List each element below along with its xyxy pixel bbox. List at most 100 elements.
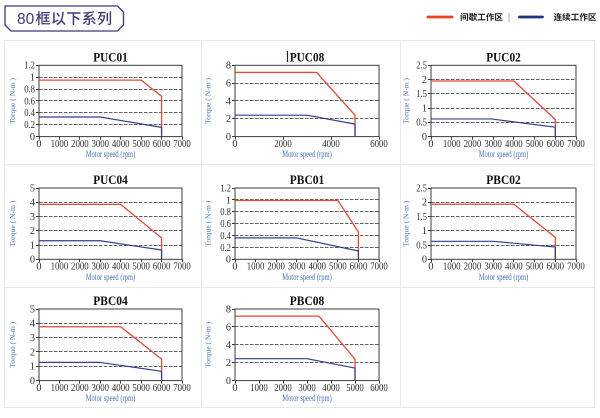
svg-text:0: 0 — [36, 262, 41, 273]
svg-text:7000: 7000 — [173, 262, 191, 273]
svg-text:0: 0 — [232, 383, 237, 394]
svg-text:3000: 3000 — [298, 383, 316, 394]
svg-text:2000: 2000 — [274, 139, 292, 150]
svg-text:4000: 4000 — [308, 262, 326, 273]
svg-text:4000: 4000 — [112, 139, 130, 150]
svg-text:4000: 4000 — [505, 139, 523, 150]
svg-text:6000: 6000 — [153, 262, 171, 273]
svg-text:0: 0 — [226, 255, 231, 266]
svg-text:2: 2 — [226, 114, 231, 125]
svg-text:Motor speed (rpm): Motor speed (rpm) — [282, 272, 332, 283]
svg-text:1000: 1000 — [51, 139, 69, 150]
svg-text:5000: 5000 — [132, 139, 150, 150]
svg-text:5000: 5000 — [329, 262, 347, 273]
svg-text:PBC02: PBC02 — [486, 173, 521, 187]
svg-text:6000: 6000 — [546, 139, 564, 150]
svg-text:PUC01: PUC01 — [93, 50, 128, 64]
svg-text:Motor speed (rpm): Motor speed (rpm) — [86, 393, 136, 404]
svg-text:3000: 3000 — [288, 262, 306, 273]
svg-text:0.6: 0.6 — [24, 96, 35, 107]
svg-text:3000: 3000 — [91, 262, 109, 273]
svg-text:Motor speed (rpm): Motor speed (rpm) — [479, 149, 529, 160]
svg-text:4: 4 — [226, 96, 231, 107]
svg-text:Motor speed (rpm): Motor speed (rpm) — [86, 149, 136, 160]
svg-text:5000: 5000 — [132, 262, 150, 273]
svg-text:0.4: 0.4 — [24, 108, 35, 119]
svg-text:1000: 1000 — [443, 139, 461, 150]
svg-text:5000: 5000 — [526, 139, 544, 150]
svg-text:5: 5 — [30, 304, 35, 315]
svg-text:0: 0 — [422, 132, 427, 143]
svg-text:Motor speed (rpm): Motor speed (rpm) — [282, 393, 332, 404]
svg-text:4000: 4000 — [112, 383, 130, 394]
svg-text:0: 0 — [36, 139, 41, 150]
svg-text:1: 1 — [30, 73, 35, 84]
svg-text:7000: 7000 — [567, 139, 585, 150]
svg-text:0.2: 0.2 — [220, 243, 231, 254]
svg-text:PBC08: PBC08 — [290, 294, 325, 308]
svg-text:2: 2 — [30, 226, 35, 237]
svg-text:6000: 6000 — [370, 383, 388, 394]
svg-text:2000: 2000 — [274, 383, 292, 394]
svg-text:2000: 2000 — [464, 262, 482, 273]
svg-text:5000: 5000 — [346, 383, 364, 394]
svg-text:3000: 3000 — [484, 139, 502, 150]
svg-text:1: 1 — [422, 103, 427, 114]
svg-text:1000: 1000 — [51, 262, 69, 273]
svg-text:0: 0 — [232, 262, 237, 273]
svg-text:6: 6 — [226, 322, 231, 333]
svg-text:Torque ( N-m ): Torque ( N-m ) — [402, 200, 411, 246]
svg-text:0: 0 — [428, 139, 433, 150]
svg-text:Torque ( N-m ): Torque ( N-m ) — [204, 200, 213, 246]
svg-text:PBC04: PBC04 — [93, 294, 128, 308]
svg-text:4: 4 — [30, 198, 35, 209]
svg-text:2000: 2000 — [71, 383, 89, 394]
svg-text:0: 0 — [232, 139, 237, 150]
svg-text:6000: 6000 — [350, 262, 368, 273]
svg-text:Torque ( N-m ): Torque ( N-m ) — [204, 77, 213, 123]
svg-text:8: 8 — [226, 304, 231, 315]
svg-text:PUC08: PUC08 — [290, 50, 325, 64]
svg-text:Motor speed (rpm): Motor speed (rpm) — [282, 149, 332, 160]
svg-text:2.5: 2.5 — [416, 61, 427, 72]
svg-text:0.8: 0.8 — [220, 207, 231, 218]
svg-text:PUC02: PUC02 — [486, 50, 521, 64]
svg-text:2: 2 — [226, 358, 231, 369]
svg-text:PBC01: PBC01 — [290, 173, 325, 187]
svg-text:3: 3 — [30, 333, 35, 344]
svg-text:2: 2 — [30, 347, 35, 358]
svg-text:Torque ( N-m ): Torque ( N-m ) — [402, 77, 411, 123]
svg-text:2000: 2000 — [71, 139, 89, 150]
svg-text:4000: 4000 — [505, 262, 523, 273]
svg-text:1000: 1000 — [51, 383, 69, 394]
svg-text:1: 1 — [422, 226, 427, 237]
svg-text:8: 8 — [226, 61, 231, 72]
svg-text:4: 4 — [30, 319, 35, 330]
svg-text:Torque ( N-m ): Torque ( N-m ) — [8, 77, 17, 123]
svg-text:0: 0 — [422, 255, 427, 266]
svg-text:0: 0 — [30, 376, 35, 387]
svg-text:Torque ( N-m ): Torque ( N-m ) — [8, 321, 17, 367]
svg-text:1.2: 1.2 — [24, 61, 35, 72]
svg-text:0: 0 — [30, 132, 35, 143]
svg-text:2000: 2000 — [71, 262, 89, 273]
svg-text:7000: 7000 — [173, 383, 191, 394]
svg-text:PUC04: PUC04 — [93, 173, 128, 187]
svg-text:0: 0 — [36, 383, 41, 394]
svg-text:0.5: 0.5 — [416, 240, 427, 251]
svg-text:1.5: 1.5 — [416, 212, 427, 223]
svg-text:4000: 4000 — [112, 262, 130, 273]
svg-text:1: 1 — [30, 240, 35, 251]
svg-text:2000: 2000 — [464, 139, 482, 150]
svg-text:1000: 1000 — [443, 262, 461, 273]
svg-text:0.8: 0.8 — [24, 84, 35, 95]
svg-text:6000: 6000 — [153, 139, 171, 150]
svg-text:Motor speed (rpm): Motor speed (rpm) — [86, 272, 136, 283]
svg-text:2000: 2000 — [267, 262, 285, 273]
svg-text:1000: 1000 — [247, 262, 265, 273]
svg-text:6: 6 — [226, 79, 231, 90]
svg-text:2: 2 — [422, 75, 427, 86]
svg-text:2: 2 — [422, 198, 427, 209]
svg-text:Torque ( N-m ): Torque ( N-m ) — [204, 321, 213, 367]
svg-text:3000: 3000 — [91, 383, 109, 394]
